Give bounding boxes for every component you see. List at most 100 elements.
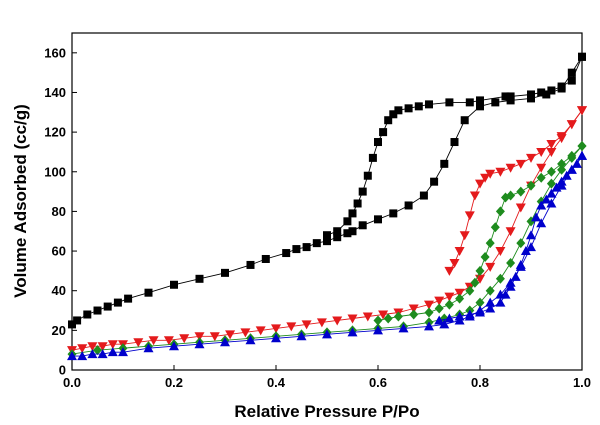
data-point [292, 245, 301, 254]
data-point [348, 227, 357, 236]
data-point [475, 265, 485, 276]
data-point [419, 191, 428, 200]
data-point [240, 328, 251, 338]
data-point [495, 247, 506, 257]
data-point [404, 104, 413, 113]
data-point [464, 211, 475, 221]
data-point [454, 247, 465, 257]
y-axis-ticks: 0 20 40 60 80 100 120 140 160 [44, 45, 77, 378]
data-point [567, 68, 576, 77]
data-point [430, 177, 439, 186]
data-point [271, 333, 281, 343]
data-point [73, 316, 82, 325]
data-point [526, 153, 536, 163]
data-point [444, 266, 455, 276]
data-point [476, 96, 484, 105]
x-tick-label: 0.0 [63, 375, 81, 390]
data-point [414, 102, 423, 111]
data-point [505, 281, 516, 291]
data-point [542, 90, 551, 99]
data-point [220, 337, 230, 347]
data-point [97, 349, 108, 359]
data-point [506, 257, 516, 268]
data-point [480, 173, 491, 183]
data-point [194, 339, 205, 349]
data-point [245, 335, 256, 345]
data-point [444, 313, 455, 323]
data-point [557, 164, 567, 175]
data-point [378, 310, 389, 320]
data-point [67, 351, 77, 361]
data-point [515, 259, 526, 269]
data-point [505, 227, 516, 237]
data-point [440, 159, 449, 168]
data-point [97, 342, 108, 352]
y-tick-label: 140 [44, 85, 66, 100]
data-point [476, 102, 484, 111]
x-tick-label: 1.0 [573, 375, 591, 390]
data-point [374, 215, 382, 224]
data-point [561, 170, 572, 180]
data-point [296, 331, 307, 341]
data-point [93, 345, 102, 356]
data-point [571, 158, 582, 168]
data-point [491, 98, 500, 107]
data-point [113, 298, 122, 307]
data-point [551, 182, 562, 192]
data-point [434, 296, 445, 306]
data-point [541, 194, 552, 204]
data-point [179, 334, 190, 344]
data-point [169, 341, 179, 351]
data-point [343, 217, 352, 226]
data-point [133, 338, 144, 348]
data-point [531, 212, 542, 222]
data-point [170, 280, 178, 289]
y-tick-label: 60 [52, 244, 66, 259]
data-point [409, 309, 419, 320]
data-point [358, 221, 367, 230]
data-point [333, 233, 342, 242]
data-point [384, 116, 393, 125]
data-point [301, 320, 312, 330]
x-axis-title: Relative Pressure P/Po [234, 402, 419, 421]
x-tick-label: 0.2 [165, 375, 183, 390]
data-point [194, 332, 205, 342]
data-point [103, 302, 112, 311]
data-point [485, 285, 495, 296]
data-point [225, 330, 236, 340]
data-point [107, 340, 118, 350]
data-point [77, 351, 88, 361]
data-point [286, 322, 297, 332]
y-tick-label: 80 [52, 204, 66, 219]
series-2 [67, 106, 587, 356]
data-point [577, 150, 587, 160]
data-point [455, 293, 465, 304]
data-point [83, 310, 92, 319]
data-point [557, 158, 567, 169]
data-point [567, 150, 577, 161]
data-point [373, 325, 383, 335]
data-point [450, 138, 459, 147]
data-point [282, 249, 291, 258]
data-point [347, 314, 358, 324]
data-point [404, 201, 413, 210]
data-point [470, 277, 480, 288]
y-tick-label: 20 [52, 323, 66, 338]
data-point [424, 307, 434, 318]
data-point [490, 222, 500, 233]
x-tick-label: 0.8 [471, 375, 489, 390]
data-point [537, 88, 546, 97]
data-point [495, 167, 506, 177]
data-point [546, 178, 556, 189]
data-point [459, 231, 470, 241]
data-point [485, 169, 496, 179]
series-4 [67, 150, 587, 361]
data-point [373, 315, 383, 326]
data-point [500, 289, 511, 299]
data-point [536, 163, 547, 173]
data-point [323, 237, 331, 246]
y-tick-label: 0 [59, 363, 66, 378]
data-point [261, 254, 270, 263]
data-point [144, 288, 153, 297]
